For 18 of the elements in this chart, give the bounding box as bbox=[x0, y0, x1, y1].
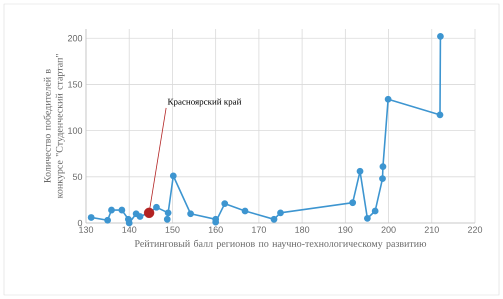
y-tick-label: 0 bbox=[78, 220, 82, 226]
x-tick-label: 140 bbox=[122, 226, 136, 233]
y-axis-title: Количество победителей в конкурсе "Студенческий стартап" bbox=[43, 54, 65, 198]
x-tick-label: 180 bbox=[295, 226, 310, 233]
x-tick-label: 150 bbox=[166, 226, 180, 233]
x-tick-label: 220 bbox=[468, 226, 482, 233]
annotation: Красноярский край bbox=[168, 98, 242, 107]
y-tick-label: 100 bbox=[68, 127, 82, 134]
x-tick-label: 160 bbox=[208, 226, 223, 233]
x-tick-label: 210 bbox=[424, 226, 439, 233]
y-tick-label: 200 bbox=[68, 35, 82, 42]
x-tick-label: 190 bbox=[338, 226, 352, 233]
x-tick-label: 200 bbox=[382, 226, 396, 233]
y-tick-label: 50 bbox=[72, 174, 82, 180]
x-tick-label: 130 bbox=[79, 226, 94, 233]
y-tick-label: 150 bbox=[68, 81, 82, 88]
x-tick-label: 170 bbox=[252, 226, 266, 233]
x-axis-title: Рейтинговый балл регионов по научно-технологическому развитию bbox=[134, 240, 426, 249]
